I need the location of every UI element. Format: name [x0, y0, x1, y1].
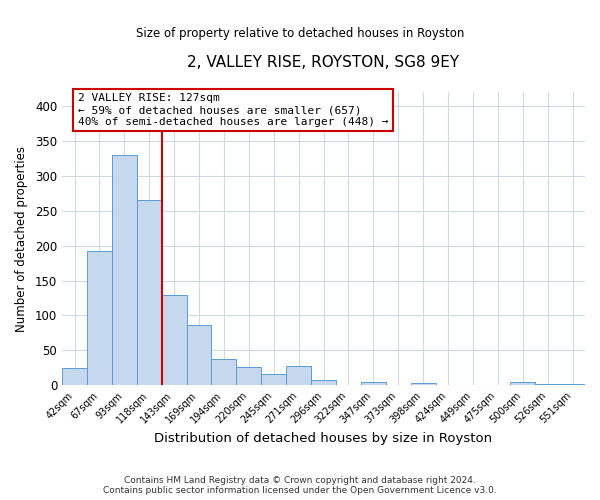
Text: 2 VALLEY RISE: 127sqm
← 59% of detached houses are smaller (657)
40% of semi-det: 2 VALLEY RISE: 127sqm ← 59% of detached …: [78, 94, 388, 126]
Bar: [510, 382, 535, 386]
Bar: [560, 384, 585, 386]
Bar: [286, 366, 311, 386]
Bar: [261, 374, 286, 386]
Bar: [62, 368, 87, 386]
Bar: [311, 380, 336, 386]
Bar: [112, 155, 137, 386]
Bar: [361, 382, 386, 386]
Bar: [410, 383, 436, 386]
Text: Size of property relative to detached houses in Royston: Size of property relative to detached ho…: [136, 28, 464, 40]
Text: Contains HM Land Registry data © Crown copyright and database right 2024.
Contai: Contains HM Land Registry data © Crown c…: [103, 476, 497, 495]
Bar: [187, 325, 211, 386]
X-axis label: Distribution of detached houses by size in Royston: Distribution of detached houses by size …: [154, 432, 493, 445]
Title: 2, VALLEY RISE, ROYSTON, SG8 9EY: 2, VALLEY RISE, ROYSTON, SG8 9EY: [187, 55, 460, 70]
Bar: [87, 250, 112, 386]
Bar: [535, 384, 560, 386]
Bar: [161, 294, 187, 386]
Bar: [236, 367, 261, 386]
Bar: [137, 200, 161, 386]
Bar: [211, 358, 236, 386]
Y-axis label: Number of detached properties: Number of detached properties: [15, 146, 28, 332]
